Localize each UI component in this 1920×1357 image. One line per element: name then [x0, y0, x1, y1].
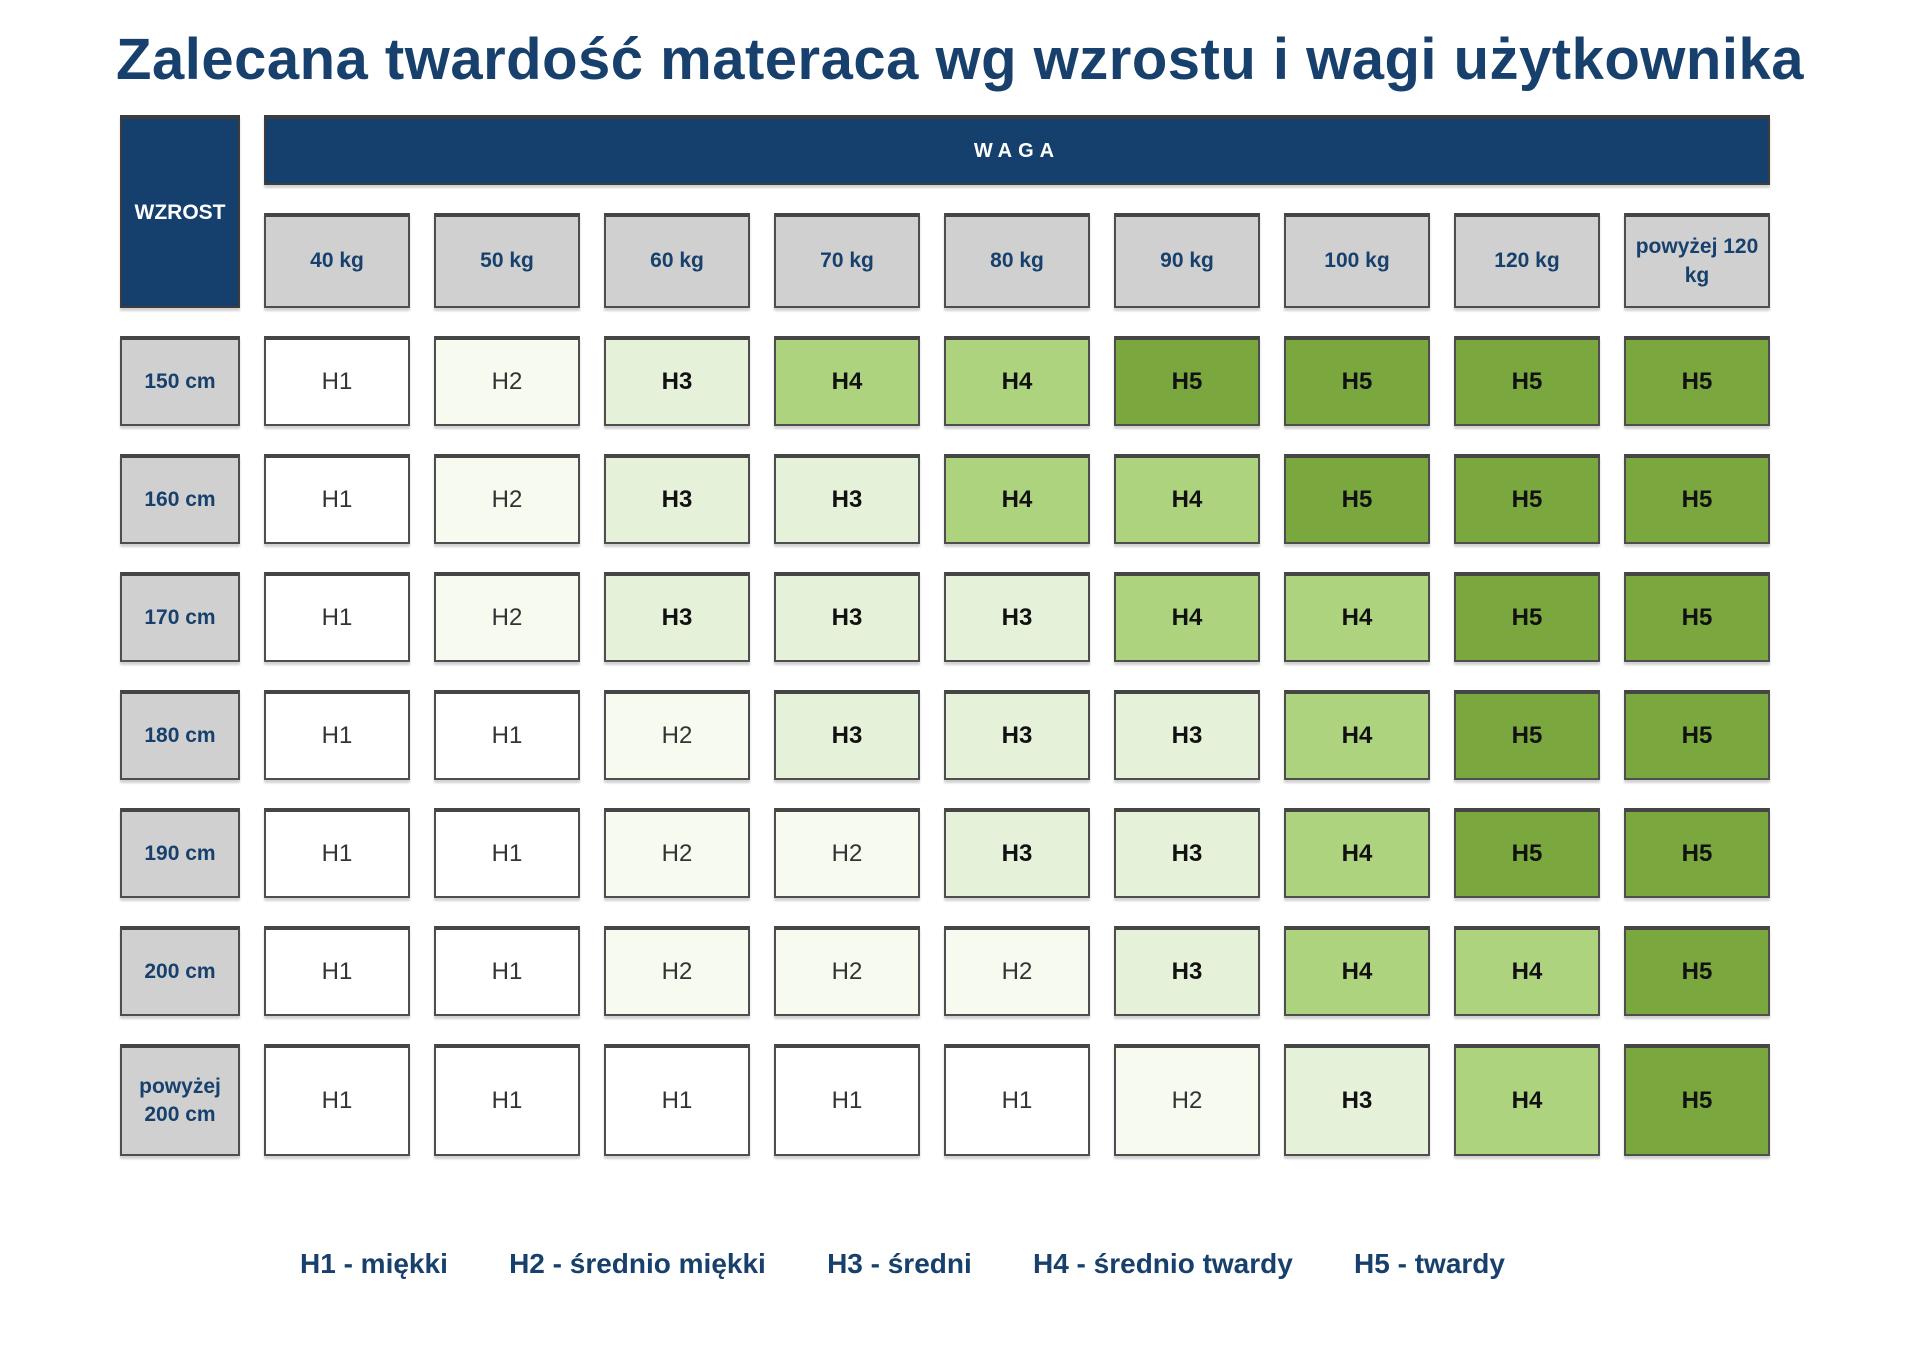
hardness-cell: H1 — [434, 808, 580, 898]
hardness-cell: H3 — [774, 690, 920, 780]
hardness-cell: H1 — [944, 1044, 1090, 1156]
hardness-cell: H4 — [1114, 454, 1260, 544]
hardness-cell: H4 — [1284, 572, 1430, 662]
hardness-cell: H3 — [944, 690, 1090, 780]
hardness-cell: H3 — [1114, 926, 1260, 1016]
hardness-cell: H3 — [604, 336, 750, 426]
weight-column-header: 70 kg — [774, 213, 920, 308]
hardness-cell: H1 — [264, 336, 410, 426]
hardness-cell: H4 — [1284, 808, 1430, 898]
hardness-cell: H2 — [434, 336, 580, 426]
hardness-cell: H3 — [774, 572, 920, 662]
hardness-cell: H2 — [944, 926, 1090, 1016]
legend-item: H3 - średni — [827, 1248, 972, 1279]
hardness-cell: H2 — [604, 808, 750, 898]
hardness-cell: H5 — [1454, 572, 1600, 662]
legend-item: H1 - miękki — [300, 1248, 448, 1279]
hardness-table: WZROST WAGA 40 kg 50 kg 60 kg 70 kg 80 kg 90 … — [120, 115, 1770, 1156]
hardness-cell: H4 — [1114, 572, 1260, 662]
page-title: Zalecana twardość materaca wg wzrostu i … — [116, 27, 1804, 92]
hardness-cell: H3 — [944, 572, 1090, 662]
hardness-cell: H3 — [774, 454, 920, 544]
hardness-cell: H1 — [264, 690, 410, 780]
hardness-cell: H5 — [1624, 336, 1770, 426]
hardness-cell: H4 — [944, 336, 1090, 426]
hardness-cell: H5 — [1624, 1044, 1770, 1156]
hardness-cell: H2 — [774, 808, 920, 898]
hardness-cell: H1 — [434, 926, 580, 1016]
hardness-cell: H1 — [264, 926, 410, 1016]
hardness-cell: H5 — [1624, 572, 1770, 662]
weight-column-header: 90 kg — [1114, 213, 1260, 308]
hardness-cell: H5 — [1624, 926, 1770, 1016]
hardness-cell: H4 — [1284, 690, 1430, 780]
weight-column-header: 60 kg — [604, 213, 750, 308]
hardness-cell: H5 — [1624, 808, 1770, 898]
legend-item: H4 - średnio twardy — [1032, 1248, 1293, 1279]
hardness-cell: H5 — [1284, 336, 1430, 426]
hardness-cell: H1 — [774, 1044, 920, 1156]
weight-axis-header: WAGA — [264, 115, 1770, 185]
hardness-cell: H3 — [944, 808, 1090, 898]
hardness-cell: H5 — [1624, 454, 1770, 544]
hardness-cell: H5 — [1454, 454, 1600, 544]
hardness-cell: H5 — [1624, 690, 1770, 780]
legend-item: H2 - średnio miękki — [509, 1248, 766, 1279]
hardness-cell: H1 — [264, 454, 410, 544]
hardness-cell: H2 — [604, 690, 750, 780]
legend-item: H5 - twardy — [1354, 1248, 1505, 1279]
hardness-cell: H2 — [434, 454, 580, 544]
hardness-cell: H1 — [264, 808, 410, 898]
hardness-cell: H3 — [604, 572, 750, 662]
hardness-cell: H1 — [434, 1044, 580, 1156]
hardness-cell: H2 — [1114, 1044, 1260, 1156]
hardness-cell: H1 — [264, 572, 410, 662]
hardness-cell: H4 — [1454, 926, 1600, 1016]
hardness-cell: H3 — [604, 454, 750, 544]
height-row-header: 200 cm — [120, 926, 240, 1016]
height-row-header: 170 cm — [120, 572, 240, 662]
height-row-header: 180 cm — [120, 690, 240, 780]
height-row-header: powyżej 200 cm — [120, 1044, 240, 1156]
hardness-table-wrapper: WZROST WAGA 40 kg 50 kg 60 kg 70 kg 80 kg 90 … — [120, 115, 1770, 1280]
hardness-cell: H4 — [1454, 1044, 1600, 1156]
weight-column-header: powyżej 120 kg — [1624, 213, 1770, 308]
hardness-cell: H4 — [1284, 926, 1430, 1016]
hardness-cell: H5 — [1454, 690, 1600, 780]
hardness-cell: H1 — [604, 1044, 750, 1156]
weight-column-header: 80 kg — [944, 213, 1090, 308]
height-axis-label: WZROST — [134, 200, 226, 224]
hardness-cell: H1 — [264, 1044, 410, 1156]
hardness-cell: H2 — [434, 572, 580, 662]
hardness-cell: H4 — [944, 454, 1090, 544]
height-axis-header: WZROST — [120, 115, 240, 308]
hardness-cell: H5 — [1284, 454, 1430, 544]
hardness-cell: H2 — [604, 926, 750, 1016]
hardness-cell: H3 — [1114, 808, 1260, 898]
height-row-header: 160 cm — [120, 454, 240, 544]
weight-column-header: 50 kg — [434, 213, 580, 308]
hardness-cell: H4 — [774, 336, 920, 426]
hardness-cell: H1 — [434, 690, 580, 780]
weight-column-header: 100 kg — [1284, 213, 1430, 308]
weight-column-header: 40 kg — [264, 213, 410, 308]
weight-axis-label: WAGA — [973, 139, 1061, 162]
hardness-cell: H3 — [1284, 1044, 1430, 1156]
weight-column-header: 120 kg — [1454, 213, 1600, 308]
height-row-header: 150 cm — [120, 336, 240, 426]
hardness-cell: H2 — [774, 926, 920, 1016]
hardness-cell: H5 — [1454, 808, 1600, 898]
legend: H1 - miękki H2 - średnio miękki H3 - średn… — [300, 1248, 1505, 1280]
hardness-cell: H5 — [1454, 336, 1600, 426]
hardness-cell: H5 — [1114, 336, 1260, 426]
hardness-cell: H3 — [1114, 690, 1260, 780]
height-row-header: 190 cm — [120, 808, 240, 898]
